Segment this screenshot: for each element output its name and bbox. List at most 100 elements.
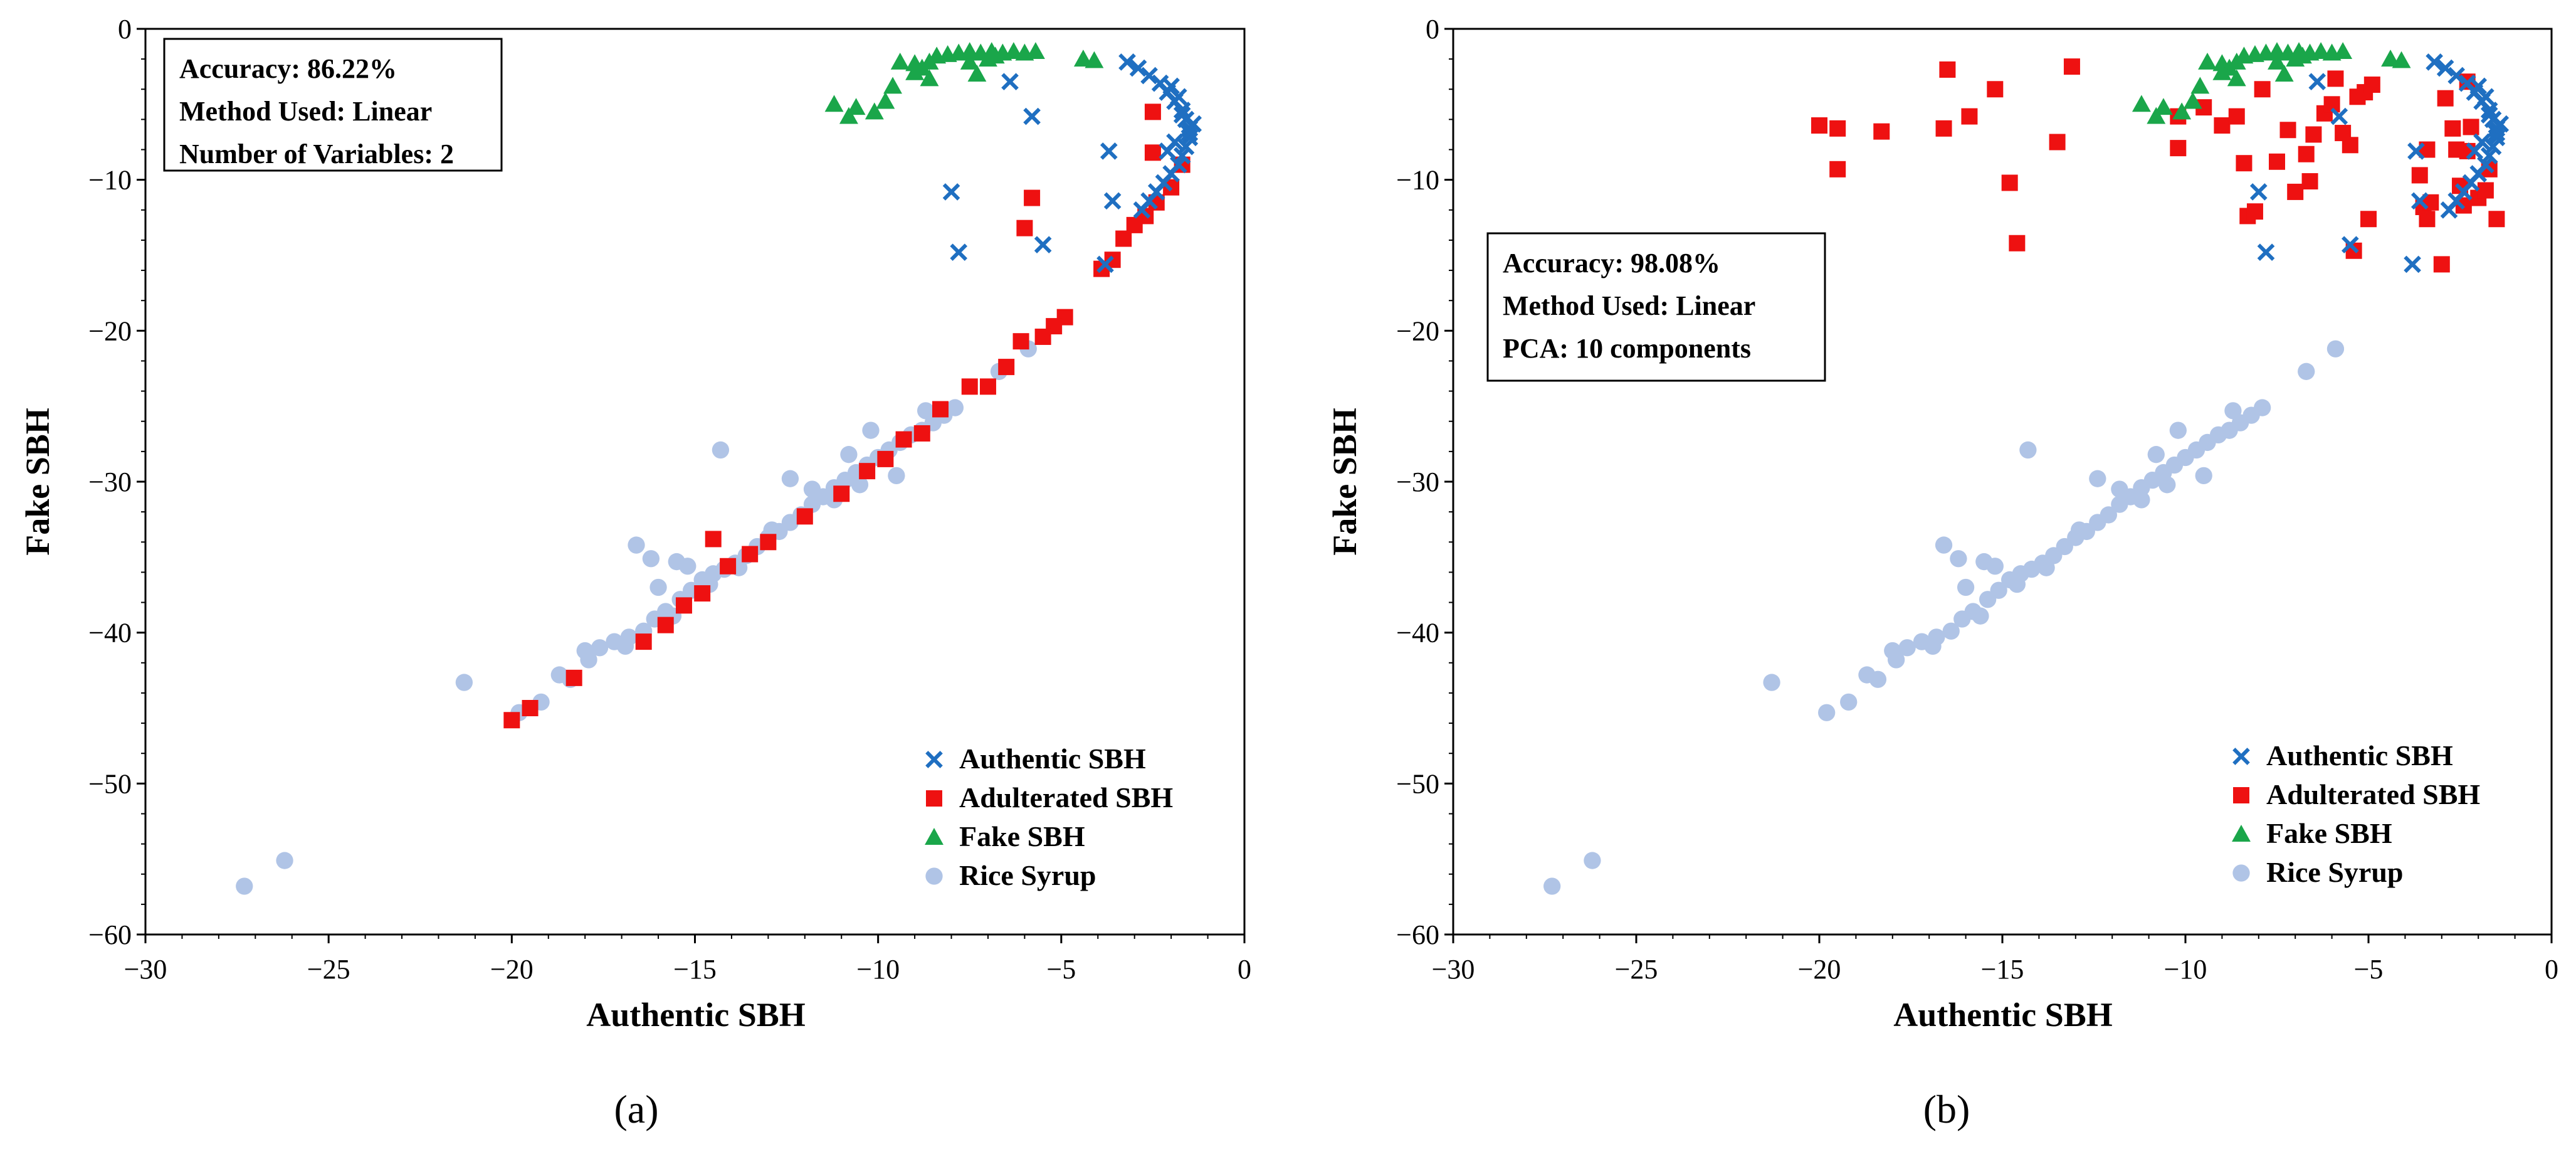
data-point — [742, 546, 759, 563]
data-point — [1100, 142, 1118, 160]
data-point — [760, 534, 777, 551]
data-point — [705, 531, 722, 548]
data-point — [1961, 108, 1978, 125]
legend-marker — [2232, 825, 2251, 842]
data-point — [1012, 333, 1029, 350]
data-point — [1024, 189, 1041, 206]
annotation-line: Method Used: Linear — [179, 96, 432, 127]
chart-panel-a: −30 −25 −20 −15 −10 −5 0−60−50−40−30−20−100Aut… — [19, 14, 1251, 1131]
data-point — [2327, 70, 2344, 87]
annotation-line: Accuracy: 98.08% — [1503, 248, 1720, 278]
data-point — [876, 92, 895, 109]
data-point — [236, 877, 253, 895]
annotation-frame — [163, 38, 503, 172]
data-point — [920, 69, 939, 87]
series-authentic-sbh — [2249, 53, 2510, 273]
data-point — [2001, 174, 2018, 191]
data-point — [2132, 95, 2151, 112]
data-point — [2305, 126, 2322, 143]
data-point — [1873, 123, 1890, 140]
data-point — [642, 550, 660, 568]
data-point — [2100, 506, 2118, 524]
data-point — [1129, 59, 1147, 77]
data-point — [851, 476, 869, 494]
data-point — [895, 431, 912, 448]
data-point — [1004, 42, 1023, 60]
data-point — [591, 639, 609, 657]
data-point — [1118, 53, 1136, 71]
data-point — [522, 700, 539, 716]
y-tick-label: −60 — [88, 919, 132, 950]
data-point — [1096, 255, 1114, 273]
data-point — [1169, 88, 1187, 106]
data-point — [2198, 52, 2217, 70]
data-point — [840, 446, 858, 463]
data-point — [1162, 77, 1180, 95]
data-point — [2426, 53, 2443, 71]
data-point — [720, 558, 737, 574]
data-point — [1180, 129, 1199, 147]
data-point — [1935, 536, 1953, 554]
data-point — [1763, 674, 1780, 691]
data-point — [2293, 46, 2312, 64]
data-point — [2480, 102, 2498, 119]
data-point — [2227, 69, 2246, 87]
data-point — [2469, 77, 2488, 95]
data-point — [2404, 255, 2421, 273]
data-point — [1829, 120, 1846, 137]
panel-label: (a) — [614, 1087, 658, 1131]
x-tick-label: −15 — [1981, 954, 2024, 985]
x-tick-label: −10 — [856, 954, 900, 985]
y-tick-label: −10 — [88, 165, 132, 196]
y-axis-label: Fake SBH — [1326, 408, 1364, 556]
data-point — [2433, 256, 2450, 273]
data-point — [2298, 146, 2315, 162]
y-tick-label: −10 — [1396, 165, 1439, 196]
x-tick-label: −25 — [1615, 954, 1658, 985]
legend-marker — [926, 790, 942, 807]
data-point — [2089, 470, 2106, 487]
data-point — [2411, 167, 2428, 184]
data-point — [455, 674, 473, 691]
data-point — [1818, 704, 1836, 721]
data-point — [580, 651, 597, 669]
data-point — [2326, 340, 2345, 357]
y-tick-label: 0 — [1426, 14, 1439, 45]
data-point — [2480, 106, 2498, 124]
data-point — [2342, 137, 2358, 154]
data-point — [2049, 134, 2066, 151]
data-point — [1840, 693, 1858, 711]
legend-label: Rice Syrup — [959, 859, 1096, 891]
data-point — [2019, 441, 2037, 459]
data-point — [2236, 155, 2253, 172]
data-point — [675, 597, 692, 614]
data-point — [1942, 622, 1960, 640]
data-point — [2172, 102, 2192, 120]
data-point — [2246, 203, 2263, 220]
series-rice-syrup — [236, 340, 1037, 895]
data-point — [890, 52, 910, 70]
data-point — [1140, 66, 1158, 85]
data-point — [616, 637, 634, 655]
legend-marker — [925, 828, 944, 845]
data-point — [2063, 58, 2080, 75]
y-tick-label: −40 — [1396, 618, 1439, 649]
data-point — [1073, 50, 1093, 67]
data-point — [803, 480, 821, 498]
data-point — [2008, 576, 2026, 593]
data-point — [712, 441, 730, 459]
data-point — [2224, 402, 2242, 420]
data-point — [2170, 140, 2187, 157]
data-point — [986, 46, 1005, 64]
data-point — [2298, 363, 2315, 380]
data-point — [2274, 65, 2294, 82]
y-axis-label: Fake SBH — [19, 408, 56, 556]
annotation-box: Accuracy: 98.08% Method Used: Linear PCA: … — [1486, 232, 1826, 382]
data-point — [2183, 92, 2202, 109]
data-point — [2330, 107, 2348, 125]
data-point — [1103, 192, 1122, 210]
y-tick-label: −30 — [1396, 467, 1439, 497]
data-point — [2341, 236, 2359, 253]
data-point — [1939, 61, 1956, 78]
